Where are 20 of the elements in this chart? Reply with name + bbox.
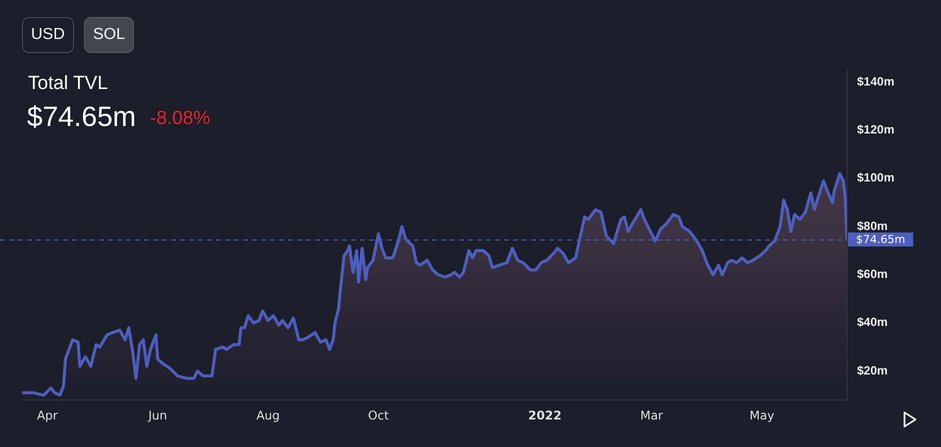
y-tick-label: $60m xyxy=(857,267,888,282)
text: USD xyxy=(31,26,65,44)
x-tick-label: May xyxy=(750,408,774,422)
annotation: -8.08% xyxy=(150,108,210,130)
y-tick-label: $140m xyxy=(857,74,894,88)
text: $74.65m xyxy=(27,101,136,133)
x-tick-label: Apr xyxy=(36,408,58,422)
x-tick-label: Aug xyxy=(256,408,280,422)
y-tick-label: $20m xyxy=(857,363,888,378)
x-tick-label: Oct xyxy=(368,408,390,422)
y-tick-label: $100m xyxy=(857,170,894,185)
x-tick-label: Mar xyxy=(640,408,663,422)
text: SOL xyxy=(93,26,126,44)
y-tick-label: $80m xyxy=(857,218,888,233)
x-tick-label: Jun xyxy=(147,408,168,422)
ref-line-label: $74.65m xyxy=(856,232,906,246)
y-tick-label: $40m xyxy=(857,315,888,330)
chart-title: Total TVL xyxy=(28,73,108,95)
x-tick-label: 2022 xyxy=(528,408,562,422)
y-tick-label: $120m xyxy=(857,122,894,137)
